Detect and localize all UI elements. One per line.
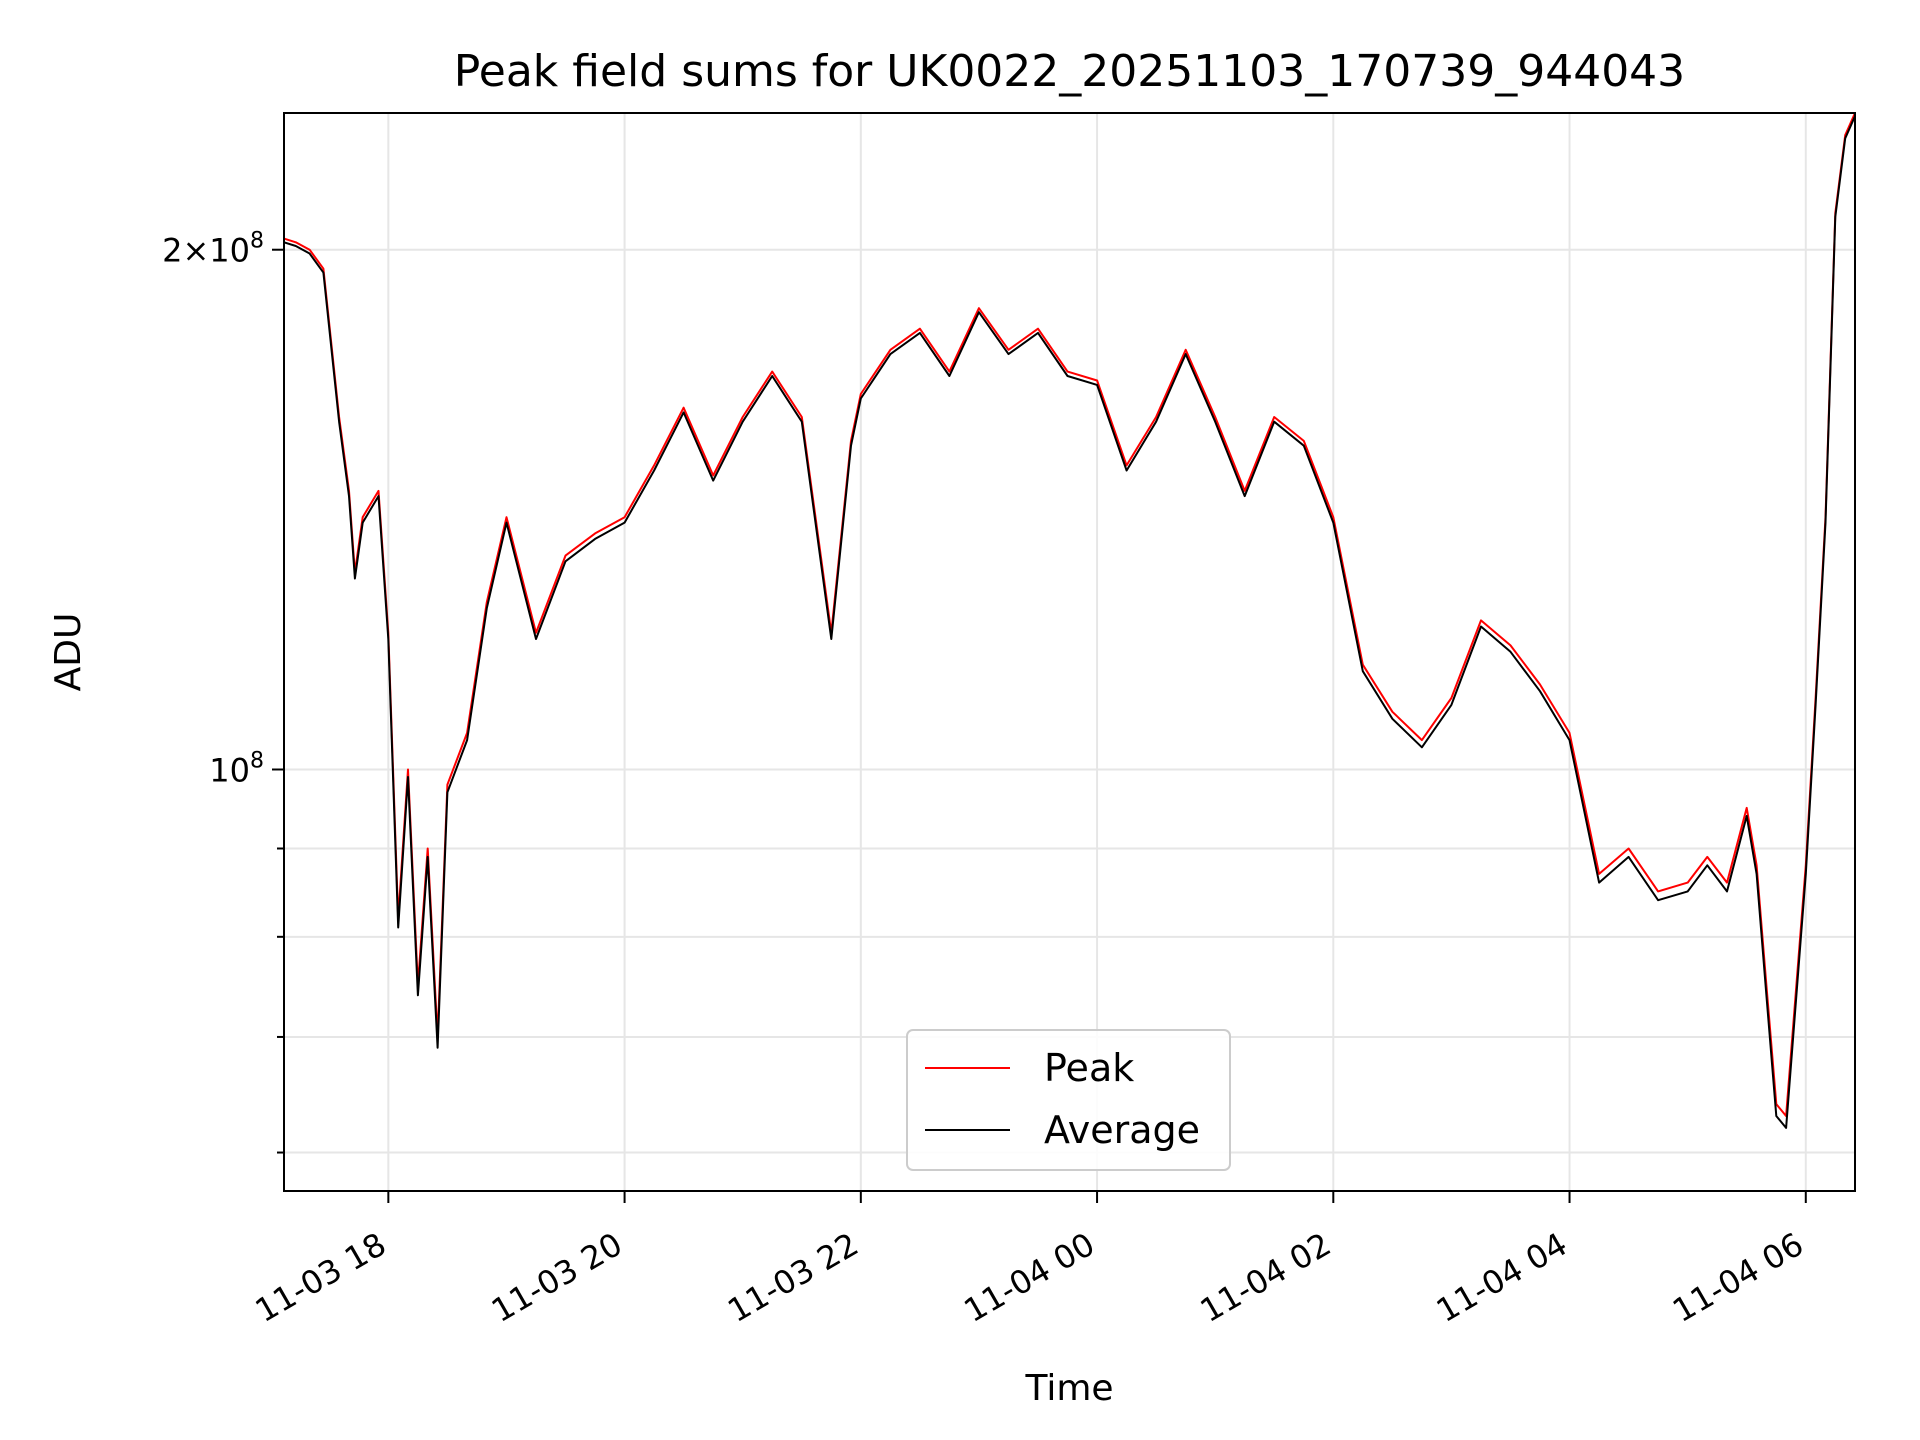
x-axis-label: Time [1024,1368,1113,1409]
y-tick-times: × [182,232,209,270]
y-tick-mantissa: 2 [162,232,182,270]
y-tick-base: 10 [209,232,250,270]
legend-label: Average [1044,1108,1200,1152]
legend-label: Peak [1044,1046,1134,1090]
y-tick-label: 108 [209,748,264,789]
legend: Peak Average [906,1029,1231,1171]
y-tick-base: 10 [209,751,250,789]
y-tick-exponent: 8 [250,229,264,254]
plot-frame [283,112,1856,1192]
y-axis-label: ADU [48,613,89,692]
legend-box [906,1029,1231,1171]
series-line-average [283,115,1856,1129]
y-tick-exponent: 8 [250,748,264,773]
y-tick-label: 2×108 [162,229,264,270]
chart-title: Peak field sums for UK0022_20251103_1707… [454,46,1685,97]
plot-lines [283,112,1856,1129]
